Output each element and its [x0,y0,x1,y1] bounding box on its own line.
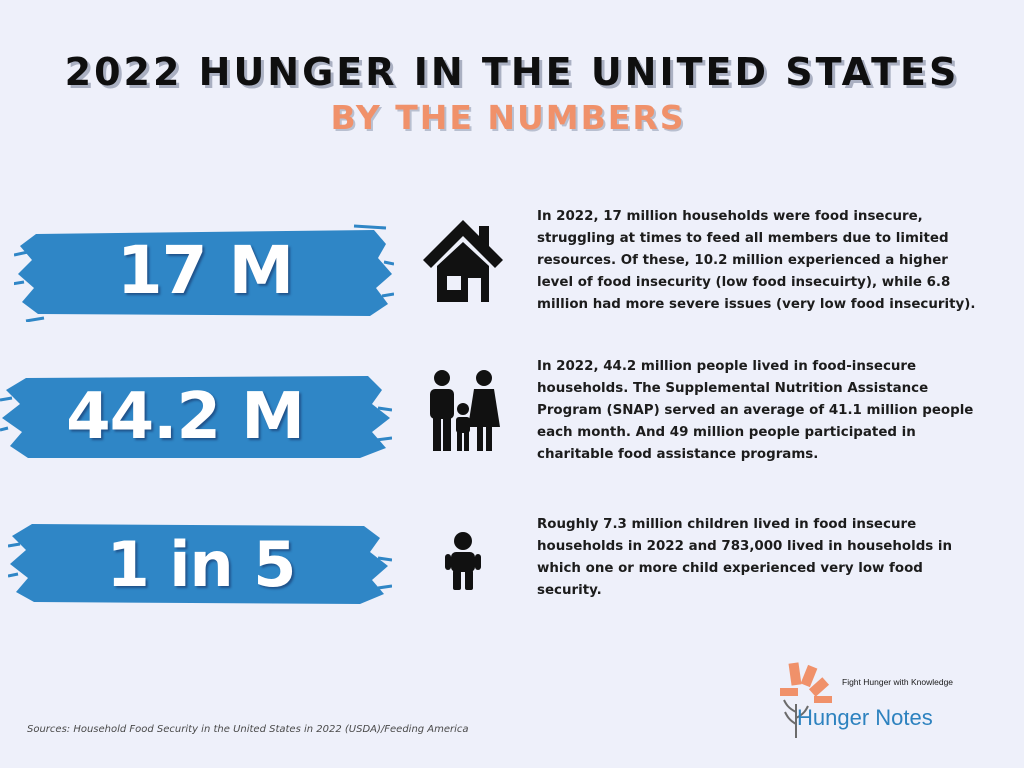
house-icon [421,216,505,308]
stat-value-17m: 17 M [116,232,295,309]
page-subtitle: BY THE NUMBERS [330,98,686,137]
stat-description-people: In 2022, 44.2 million people lived in fo… [537,359,974,462]
stat-value-44-2m: 44.2 M [66,380,305,454]
hunger-notes-logo [778,660,978,740]
page-title: 2022 HUNGER IN THE UNITED STATES [64,50,960,94]
stat-description-households: In 2022, 17 million households were food… [537,209,976,312]
stat-value-1-in-5: 1 in 5 [106,528,297,601]
brush-stroke-1 [14,222,394,322]
logo-brand-name[interactable]: Hunger Notes [797,705,933,730]
brush-stroke-2 [0,370,392,462]
family-icon [426,369,502,457]
logo-tagline: Fight Hunger with Knowledge [842,677,954,687]
stat-description-children: Roughly 7.3 million children lived in fo… [537,517,953,598]
child-icon [443,532,483,594]
sources-note: Sources: Household Food Security in the … [27,724,469,735]
brush-stroke-3 [8,518,392,608]
